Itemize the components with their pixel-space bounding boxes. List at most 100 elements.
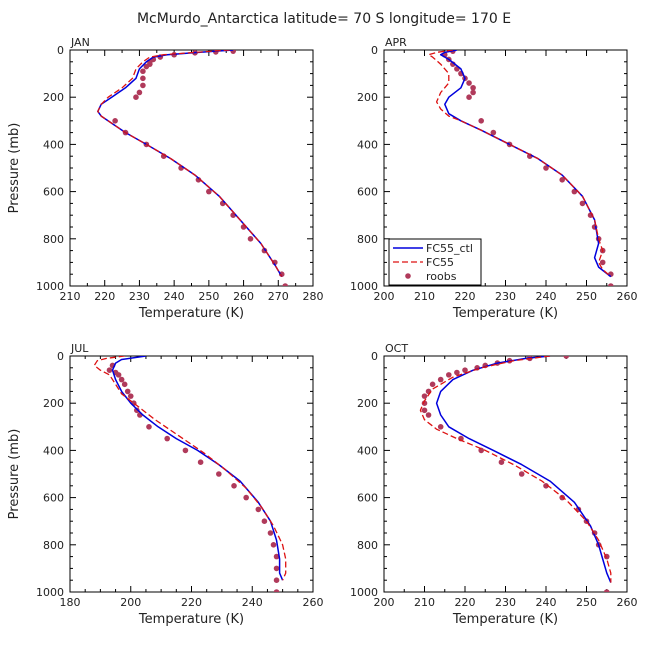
x-tick-label: 180 <box>60 596 81 609</box>
roobs-point <box>466 80 472 86</box>
roobs-point <box>437 376 444 383</box>
roobs-point <box>421 400 428 407</box>
x-tick-label: 270 <box>268 290 289 303</box>
roobs-point <box>454 369 460 376</box>
x-tick-label: 280 <box>303 290 324 303</box>
roobs-point <box>603 589 610 592</box>
legend-label: FC55_ctl <box>426 242 473 255</box>
series-group <box>93 356 287 592</box>
y-tick-label: 200 <box>43 91 64 104</box>
roobs-point <box>106 367 113 373</box>
fc55-line <box>97 50 283 277</box>
x-tick-label: 200 <box>374 290 395 303</box>
x-tick-label: 210 <box>60 290 81 303</box>
y-tick-label: 200 <box>357 91 378 104</box>
panel-month-label: APR <box>385 36 407 49</box>
panel-apr: 200 210 220 230 240 250 260 0 200 400 600 800 1000 AP… <box>350 36 638 321</box>
roobs-point <box>140 75 146 82</box>
roobs-point <box>121 381 128 388</box>
y-tick-label: 1000 <box>350 280 378 293</box>
series-group <box>419 356 612 592</box>
roobs-point <box>127 393 134 399</box>
x-tick-label: 210 <box>414 290 435 303</box>
y-tick-label: 600 <box>357 492 378 505</box>
fc55-ctl-line <box>435 356 612 583</box>
series-group <box>427 50 614 286</box>
roobs-point <box>273 589 280 592</box>
fc55-line <box>427 50 612 278</box>
x-axis-label: Temperature (K) <box>138 306 244 321</box>
roobs-point <box>255 506 262 513</box>
x-tick-label: 250 <box>198 290 219 303</box>
roobs-point <box>462 367 468 373</box>
roobs-point <box>543 483 549 489</box>
roobs-point <box>143 63 150 70</box>
roobs-point <box>267 530 274 536</box>
roobs-point <box>231 483 237 489</box>
roobs-point <box>115 372 122 378</box>
y-tick-label: 200 <box>43 397 64 410</box>
y-axis-label: Pressure (mb) <box>7 123 22 214</box>
roobs-point <box>518 471 525 477</box>
x-tick-label: 260 <box>303 596 324 609</box>
fc55-ctl-line <box>111 356 284 581</box>
roobs-point <box>446 372 452 378</box>
roobs-point <box>490 129 497 136</box>
roobs-point <box>273 577 280 583</box>
roobs-point <box>466 94 472 100</box>
roobs-point <box>146 424 152 430</box>
plot-frame <box>383 355 628 593</box>
panel-month-label: JUL <box>70 342 89 355</box>
roobs-point <box>197 459 204 466</box>
roobs-point <box>230 50 236 54</box>
roobs-point <box>273 565 280 572</box>
roobs-point <box>437 424 444 430</box>
roobs-point <box>140 68 146 75</box>
fc55-ctl-line <box>439 50 612 278</box>
panel-month-label: JAN <box>70 36 90 49</box>
roobs-point <box>608 283 614 286</box>
y-tick-label: 800 <box>43 233 64 246</box>
roobs-point <box>579 200 586 207</box>
roobs-point <box>273 553 280 560</box>
roobs-point <box>470 84 476 91</box>
roobs-point <box>247 236 254 242</box>
x-tick-label: 260 <box>617 290 638 303</box>
roobs-point <box>563 356 570 359</box>
roobs-point <box>425 412 432 418</box>
series-group <box>97 50 289 286</box>
x-tick-label: 220 <box>181 596 202 609</box>
x-tick-label: 240 <box>536 596 557 609</box>
x-tick-label: 240 <box>536 290 557 303</box>
plot-frame <box>69 49 314 287</box>
y-tick-label: 400 <box>357 444 378 457</box>
roobs-point <box>164 435 170 442</box>
roobs-point <box>133 94 139 100</box>
panel-oct: 200 210 220 230 240 250 260 0 200 400 600 800 1000 OC… <box>350 342 638 627</box>
x-axis-label: Temperature (K) <box>138 612 244 627</box>
roobs-point <box>498 459 505 466</box>
roobs-point <box>421 393 428 399</box>
x-tick-label: 230 <box>495 290 516 303</box>
roobs-point <box>478 118 485 124</box>
roobs-point <box>243 494 249 501</box>
roobs-point <box>543 165 549 171</box>
y-tick-label: 600 <box>43 492 64 505</box>
y-tick-label: 0 <box>371 44 378 57</box>
roobs-point <box>270 542 277 548</box>
x-tick-label: 230 <box>495 596 516 609</box>
roobs-point <box>478 447 485 454</box>
panel-jan: 210 220 230 240 250 260 270 280 0 200 400 600 800 100… <box>7 36 324 321</box>
roobs-point <box>136 89 143 96</box>
roobs-point <box>429 381 436 388</box>
y-tick-label: 800 <box>357 233 378 246</box>
roobs-point <box>470 89 476 96</box>
roobs-point <box>124 388 131 395</box>
y-tick-label: 200 <box>357 397 378 410</box>
y-tick-label: 600 <box>357 186 378 199</box>
roobs-point <box>112 118 118 124</box>
figure-title: McMurdo_Antarctica latitude= 70 S longit… <box>137 11 511 27</box>
y-tick-label: 400 <box>357 138 378 151</box>
roobs-point <box>206 188 212 195</box>
roobs-point <box>118 376 125 383</box>
